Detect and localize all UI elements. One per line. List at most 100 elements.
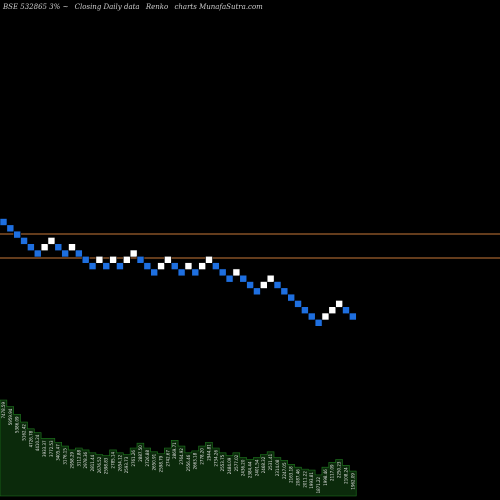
renko-brick-up: [259, 281, 268, 289]
renko-brick-down: [27, 243, 35, 251]
volume-label: 3405.47: [56, 444, 61, 461]
volume-label: 2314.08: [275, 459, 280, 476]
volume-label: 2384.44: [248, 461, 253, 478]
renko-brick-up: [123, 255, 131, 264]
renko-brick-down: [287, 293, 296, 302]
renko-brick-down: [170, 262, 179, 270]
volume-label: 2944.81: [206, 444, 211, 461]
volume-label: 4410.24: [35, 434, 40, 451]
renko-brick-down: [218, 268, 227, 277]
renko-brick-down: [61, 249, 69, 258]
volume-label: 2468.32: [261, 456, 266, 473]
volume-area-fill: [0, 399, 357, 497]
renko-brick-down: [280, 287, 289, 296]
renko-brick-up: [129, 249, 138, 258]
chart-header: BSE 532865 3% ~ Closing Daily data Renko…: [2, 3, 263, 11]
volume-label: 1871.22: [316, 476, 321, 493]
renko-brick-down: [0, 218, 8, 226]
renko-brick-down: [116, 262, 124, 270]
renko-brick-down: [314, 318, 323, 327]
volume-label: 4726.78: [28, 430, 33, 447]
renko-brick-up: [321, 312, 330, 321]
renko-brick-down: [75, 249, 83, 258]
volume-label: 2726.88: [145, 450, 150, 467]
volume-label: 2734.26: [213, 450, 218, 467]
renko-brick-down: [191, 268, 200, 277]
volume-label: 2108.24: [343, 467, 348, 484]
renko-brick-down: [136, 255, 145, 264]
renko-brick-down: [342, 306, 350, 315]
renko-bricks: [0, 218, 357, 327]
header-chart-kind: Renko: [145, 3, 168, 11]
header-subtitle: Closing Daily data: [75, 3, 140, 11]
renko-brick-up: [232, 268, 241, 277]
volume-label: 2887.50: [138, 445, 143, 462]
renko-brick-up: [68, 243, 76, 251]
volume-label: 2811.44: [90, 454, 95, 471]
volume-label: 2778.20: [200, 448, 205, 465]
volume-label: 2117.09: [330, 464, 335, 481]
volume-label: 2011.22: [302, 471, 307, 488]
renko-brick-down: [54, 243, 63, 251]
renko-brick-up: [266, 274, 275, 283]
renko-brick-down: [273, 281, 282, 289]
volume-label: 2958.29: [69, 451, 74, 468]
renko-brick-down: [301, 306, 309, 315]
volume-label: 2484.09: [227, 457, 232, 474]
volume-label: 2556.46: [186, 454, 191, 471]
volume-label: 2742.67: [165, 450, 170, 467]
volume-label: 2598.79: [158, 455, 163, 472]
renko-brick-down: [88, 262, 97, 270]
volume-label: 2436.20: [241, 459, 246, 476]
renko-brick-up: [157, 262, 165, 270]
volume-label: 2531.41: [268, 453, 273, 470]
renko-brick-down: [246, 281, 254, 289]
volume-label: 3772.53: [49, 440, 54, 457]
volume-area: 7478.59 5959.94 5386.09 5162.42 4726.78 4410.…: [0, 399, 357, 497]
volume-label: 2650.91: [152, 453, 157, 470]
volume-label: 2401.54: [254, 459, 259, 476]
renko-brick-down: [81, 255, 90, 264]
renko-brick-up: [109, 255, 117, 264]
renko-brick-down: [150, 268, 158, 277]
renko-brick-up: [47, 237, 56, 245]
renko-brick-down: [349, 312, 357, 321]
renko-brick-down: [177, 268, 186, 277]
renko-brick-up: [40, 243, 49, 251]
renko-brick-down: [239, 274, 248, 283]
renko-brick-up: [328, 306, 337, 315]
renko-brick-down: [307, 312, 316, 321]
volume-label: 2764.92: [179, 448, 184, 465]
renko-brick-down: [20, 237, 28, 245]
renko-brick-down: [294, 300, 302, 308]
volume-label: 2593.73: [124, 456, 129, 473]
volume-label: 2663.18: [193, 452, 198, 469]
renko-brick-up: [164, 255, 172, 264]
exchange-code: BSE 532865 3%: [2, 3, 61, 11]
volume-label: 2577.02: [234, 454, 239, 471]
renko-brick-up: [95, 255, 104, 264]
volume-label: 2676.52: [97, 456, 102, 473]
renko-brick-down: [33, 249, 42, 258]
volume-label: 2654.12: [117, 454, 122, 471]
renko-brick-down: [225, 274, 234, 283]
renko-brick-down: [212, 262, 220, 270]
header-separator: ~: [63, 3, 69, 11]
renko-brick-down: [102, 262, 111, 270]
volume-label: 3933.37: [42, 440, 47, 457]
renko-brick-down: [13, 230, 21, 239]
volume-label: 7478.59: [1, 402, 6, 419]
renko-brick-down: [6, 224, 15, 233]
volume-label: 1998.46: [323, 469, 328, 486]
header-site: charts MunafaSutra.com: [174, 3, 263, 11]
volume-label: 2247.05: [282, 462, 287, 479]
renko-brick-up: [198, 262, 206, 270]
renko-brick-up: [184, 262, 193, 270]
volume-label: 2598.83: [104, 457, 109, 474]
volume-label: 2250.23: [337, 461, 342, 478]
volume-label: 2163.18: [289, 466, 294, 483]
volume-label: 3112.88: [76, 450, 81, 467]
volume-label: 2087.46: [295, 469, 300, 486]
